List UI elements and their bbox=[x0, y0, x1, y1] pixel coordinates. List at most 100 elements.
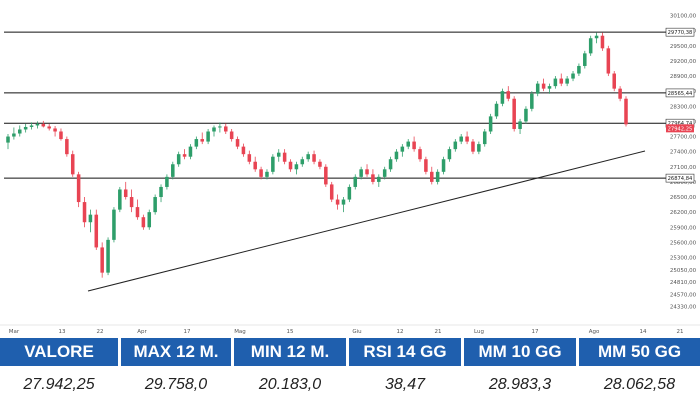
candle bbox=[212, 125, 216, 137]
y-tick-label: 30100,00 bbox=[670, 14, 697, 20]
y-tick-label: 26200,00 bbox=[670, 210, 697, 216]
level-label: 26874,84 bbox=[668, 176, 693, 182]
candle bbox=[94, 209, 99, 250]
candle bbox=[288, 159, 293, 172]
candle bbox=[218, 122, 222, 133]
candle-body bbox=[224, 126, 228, 132]
level-label: 27964,74 bbox=[668, 121, 693, 127]
stats-header-mm10: MM 10 GG bbox=[464, 338, 576, 366]
candle bbox=[583, 50, 587, 69]
y-tick-label: 28900,00 bbox=[670, 74, 697, 80]
candle-body bbox=[212, 127, 216, 132]
candle bbox=[412, 136, 416, 152]
candle bbox=[171, 161, 175, 180]
candle bbox=[106, 237, 110, 276]
trendline bbox=[87, 150, 646, 292]
candle-body bbox=[459, 136, 463, 142]
candle bbox=[424, 156, 428, 175]
candle-body bbox=[359, 169, 363, 177]
candle bbox=[147, 209, 152, 230]
candle bbox=[541, 78, 546, 92]
candle bbox=[329, 181, 334, 203]
candle-body bbox=[194, 139, 199, 147]
candle bbox=[600, 32, 605, 51]
candle bbox=[500, 88, 505, 107]
candle-body bbox=[218, 126, 222, 128]
candle bbox=[535, 81, 540, 97]
candle bbox=[123, 181, 128, 200]
candle-body bbox=[412, 141, 416, 150]
candle-body bbox=[341, 199, 346, 205]
x-tick-label: 21 bbox=[435, 329, 442, 335]
candle bbox=[229, 128, 234, 142]
candle-body bbox=[241, 146, 246, 155]
candle bbox=[294, 161, 299, 175]
candle-body bbox=[35, 123, 40, 126]
x-tick-label: 17 bbox=[532, 329, 539, 335]
candle-body bbox=[324, 166, 328, 185]
candle bbox=[235, 136, 240, 150]
candle-body bbox=[583, 53, 587, 66]
candle-body bbox=[418, 149, 422, 160]
candle bbox=[482, 128, 487, 147]
candle-body bbox=[506, 91, 511, 99]
horizontal-levels: 29770,38 28565,44 27964,74 26874,84 27942,25 bbox=[4, 27, 695, 183]
candle-body bbox=[559, 78, 564, 84]
candle bbox=[353, 174, 358, 190]
last-price-label: 27942,25 bbox=[668, 126, 693, 132]
candle bbox=[459, 134, 463, 145]
candle-body bbox=[541, 83, 546, 89]
candle bbox=[159, 184, 163, 203]
candle-body bbox=[577, 65, 581, 74]
candle bbox=[371, 169, 375, 185]
candle-body bbox=[524, 108, 528, 122]
candle-body bbox=[371, 174, 375, 182]
candle bbox=[453, 139, 458, 152]
candle bbox=[35, 121, 40, 129]
y-tick-label: 26800,00 bbox=[670, 180, 697, 186]
candle-body bbox=[612, 73, 616, 89]
candle bbox=[624, 96, 628, 127]
candle bbox=[82, 197, 87, 228]
stats-value-mm50: 28.062,58 bbox=[603, 376, 676, 393]
stats-header-valore: VALORE bbox=[0, 338, 118, 366]
candle bbox=[606, 45, 611, 77]
level-tag bbox=[665, 27, 695, 37]
candle-body bbox=[118, 189, 122, 210]
candle-body bbox=[100, 247, 104, 273]
y-tick-label: 25050,00 bbox=[670, 268, 697, 274]
x-tick-label: 21 bbox=[677, 329, 684, 335]
candle-body bbox=[188, 146, 193, 157]
candle bbox=[112, 207, 116, 243]
candle bbox=[530, 91, 534, 112]
candle-body bbox=[65, 139, 69, 155]
y-tick-label: 24330,00 bbox=[670, 304, 697, 310]
last-price-tag bbox=[666, 124, 694, 133]
y-tick-label: 29200,00 bbox=[670, 59, 697, 65]
candle bbox=[430, 166, 434, 185]
candle bbox=[494, 101, 499, 119]
candle bbox=[441, 156, 446, 175]
candle-body bbox=[312, 154, 316, 162]
candle-body bbox=[159, 186, 163, 198]
stats-table: VALORE MAX 12 M. MIN 12 M. RSI 14 GG MM … bbox=[0, 338, 700, 400]
candle-body bbox=[441, 159, 446, 172]
stats-header-mm50: MM 50 GG bbox=[579, 338, 700, 366]
candle bbox=[565, 76, 569, 87]
candle bbox=[135, 199, 140, 220]
candle-body bbox=[70, 154, 75, 175]
candle bbox=[335, 194, 340, 210]
candle bbox=[276, 149, 281, 162]
candle-body bbox=[477, 144, 481, 152]
stats-value-max: 29.758,0 bbox=[144, 376, 208, 393]
candle bbox=[612, 71, 616, 92]
price-chart: 24330,00 24570,00 24810,00 25050,00 25300,00… bbox=[0, 14, 700, 335]
candle-body bbox=[182, 154, 187, 157]
candle-body bbox=[206, 131, 210, 142]
candle bbox=[618, 86, 622, 102]
candle bbox=[65, 136, 69, 157]
candle bbox=[200, 132, 204, 145]
candle bbox=[47, 123, 51, 131]
candle bbox=[282, 149, 287, 165]
candle-body bbox=[588, 38, 593, 54]
